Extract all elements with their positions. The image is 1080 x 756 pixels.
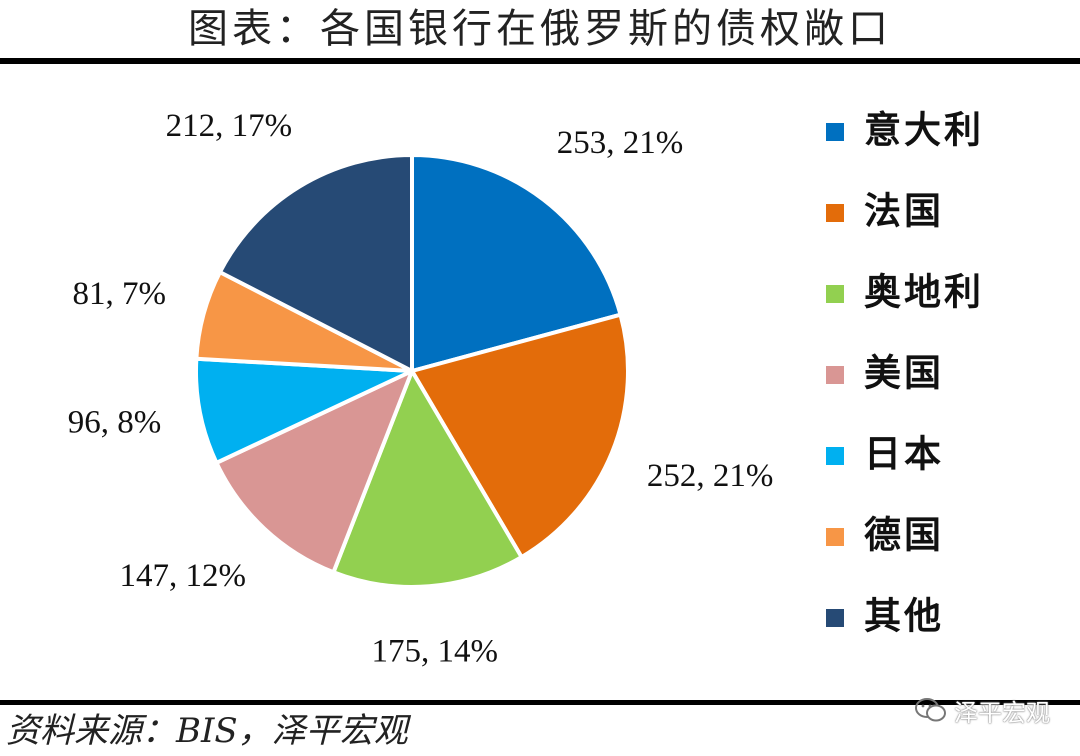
legend-swatch-4	[826, 447, 844, 465]
legend-swatch-6	[826, 609, 844, 627]
pie-slice-0	[410, 153, 623, 373]
slice-label-1: 252, 21%	[647, 458, 774, 494]
legend-swatch-5	[826, 528, 844, 546]
legend-label-4: 日本	[864, 433, 944, 476]
pie-slices	[194, 153, 630, 589]
pie-slice-2	[331, 369, 524, 589]
legend-label-2: 奥地利	[864, 271, 984, 314]
legend-label-1: 法国	[864, 190, 944, 233]
chart-title: 图表：各国银行在俄罗斯的债权敞口	[188, 6, 892, 52]
top-rule	[0, 58, 1080, 64]
bottom-rule	[0, 700, 1080, 705]
legend-swatch-0	[826, 123, 844, 141]
slice-label-0: 253, 21%	[557, 125, 684, 161]
legend-label-5: 德国	[864, 514, 944, 557]
slice-labels: 253, 21% 252, 21% 175, 14% 147, 12% 96, 8% 81…	[68, 108, 774, 670]
pie-slice-1	[410, 312, 630, 560]
watermark: 泽平宏观	[914, 690, 1050, 730]
watermark-text: 泽平宏观	[954, 698, 1050, 727]
legend-label-3: 美国	[864, 352, 944, 395]
legend-swatch-1	[826, 204, 844, 222]
pie-chart: 253, 21% 252, 21% 175, 14% 147, 12% 96, 8% 81…	[68, 108, 984, 670]
slice-label-5: 81, 7%	[73, 276, 167, 312]
slice-label-6: 212, 17%	[166, 108, 293, 144]
pie-slice-4	[194, 356, 414, 465]
legend-label-0: 意大利	[864, 109, 984, 152]
pie-slice-3	[214, 369, 414, 575]
slice-label-3: 147, 12%	[120, 558, 247, 594]
slice-label-4: 96, 8%	[68, 405, 162, 441]
slice-label-2: 175, 14%	[371, 634, 498, 670]
wechat-icon	[915, 698, 946, 722]
source-note: 资料来源：BIS，泽平宏观	[6, 711, 408, 751]
legend-swatch-2	[826, 285, 844, 303]
pie-slice-6	[217, 153, 414, 373]
legend-swatch-3	[826, 366, 844, 384]
legend-label-6: 其他	[864, 595, 944, 638]
